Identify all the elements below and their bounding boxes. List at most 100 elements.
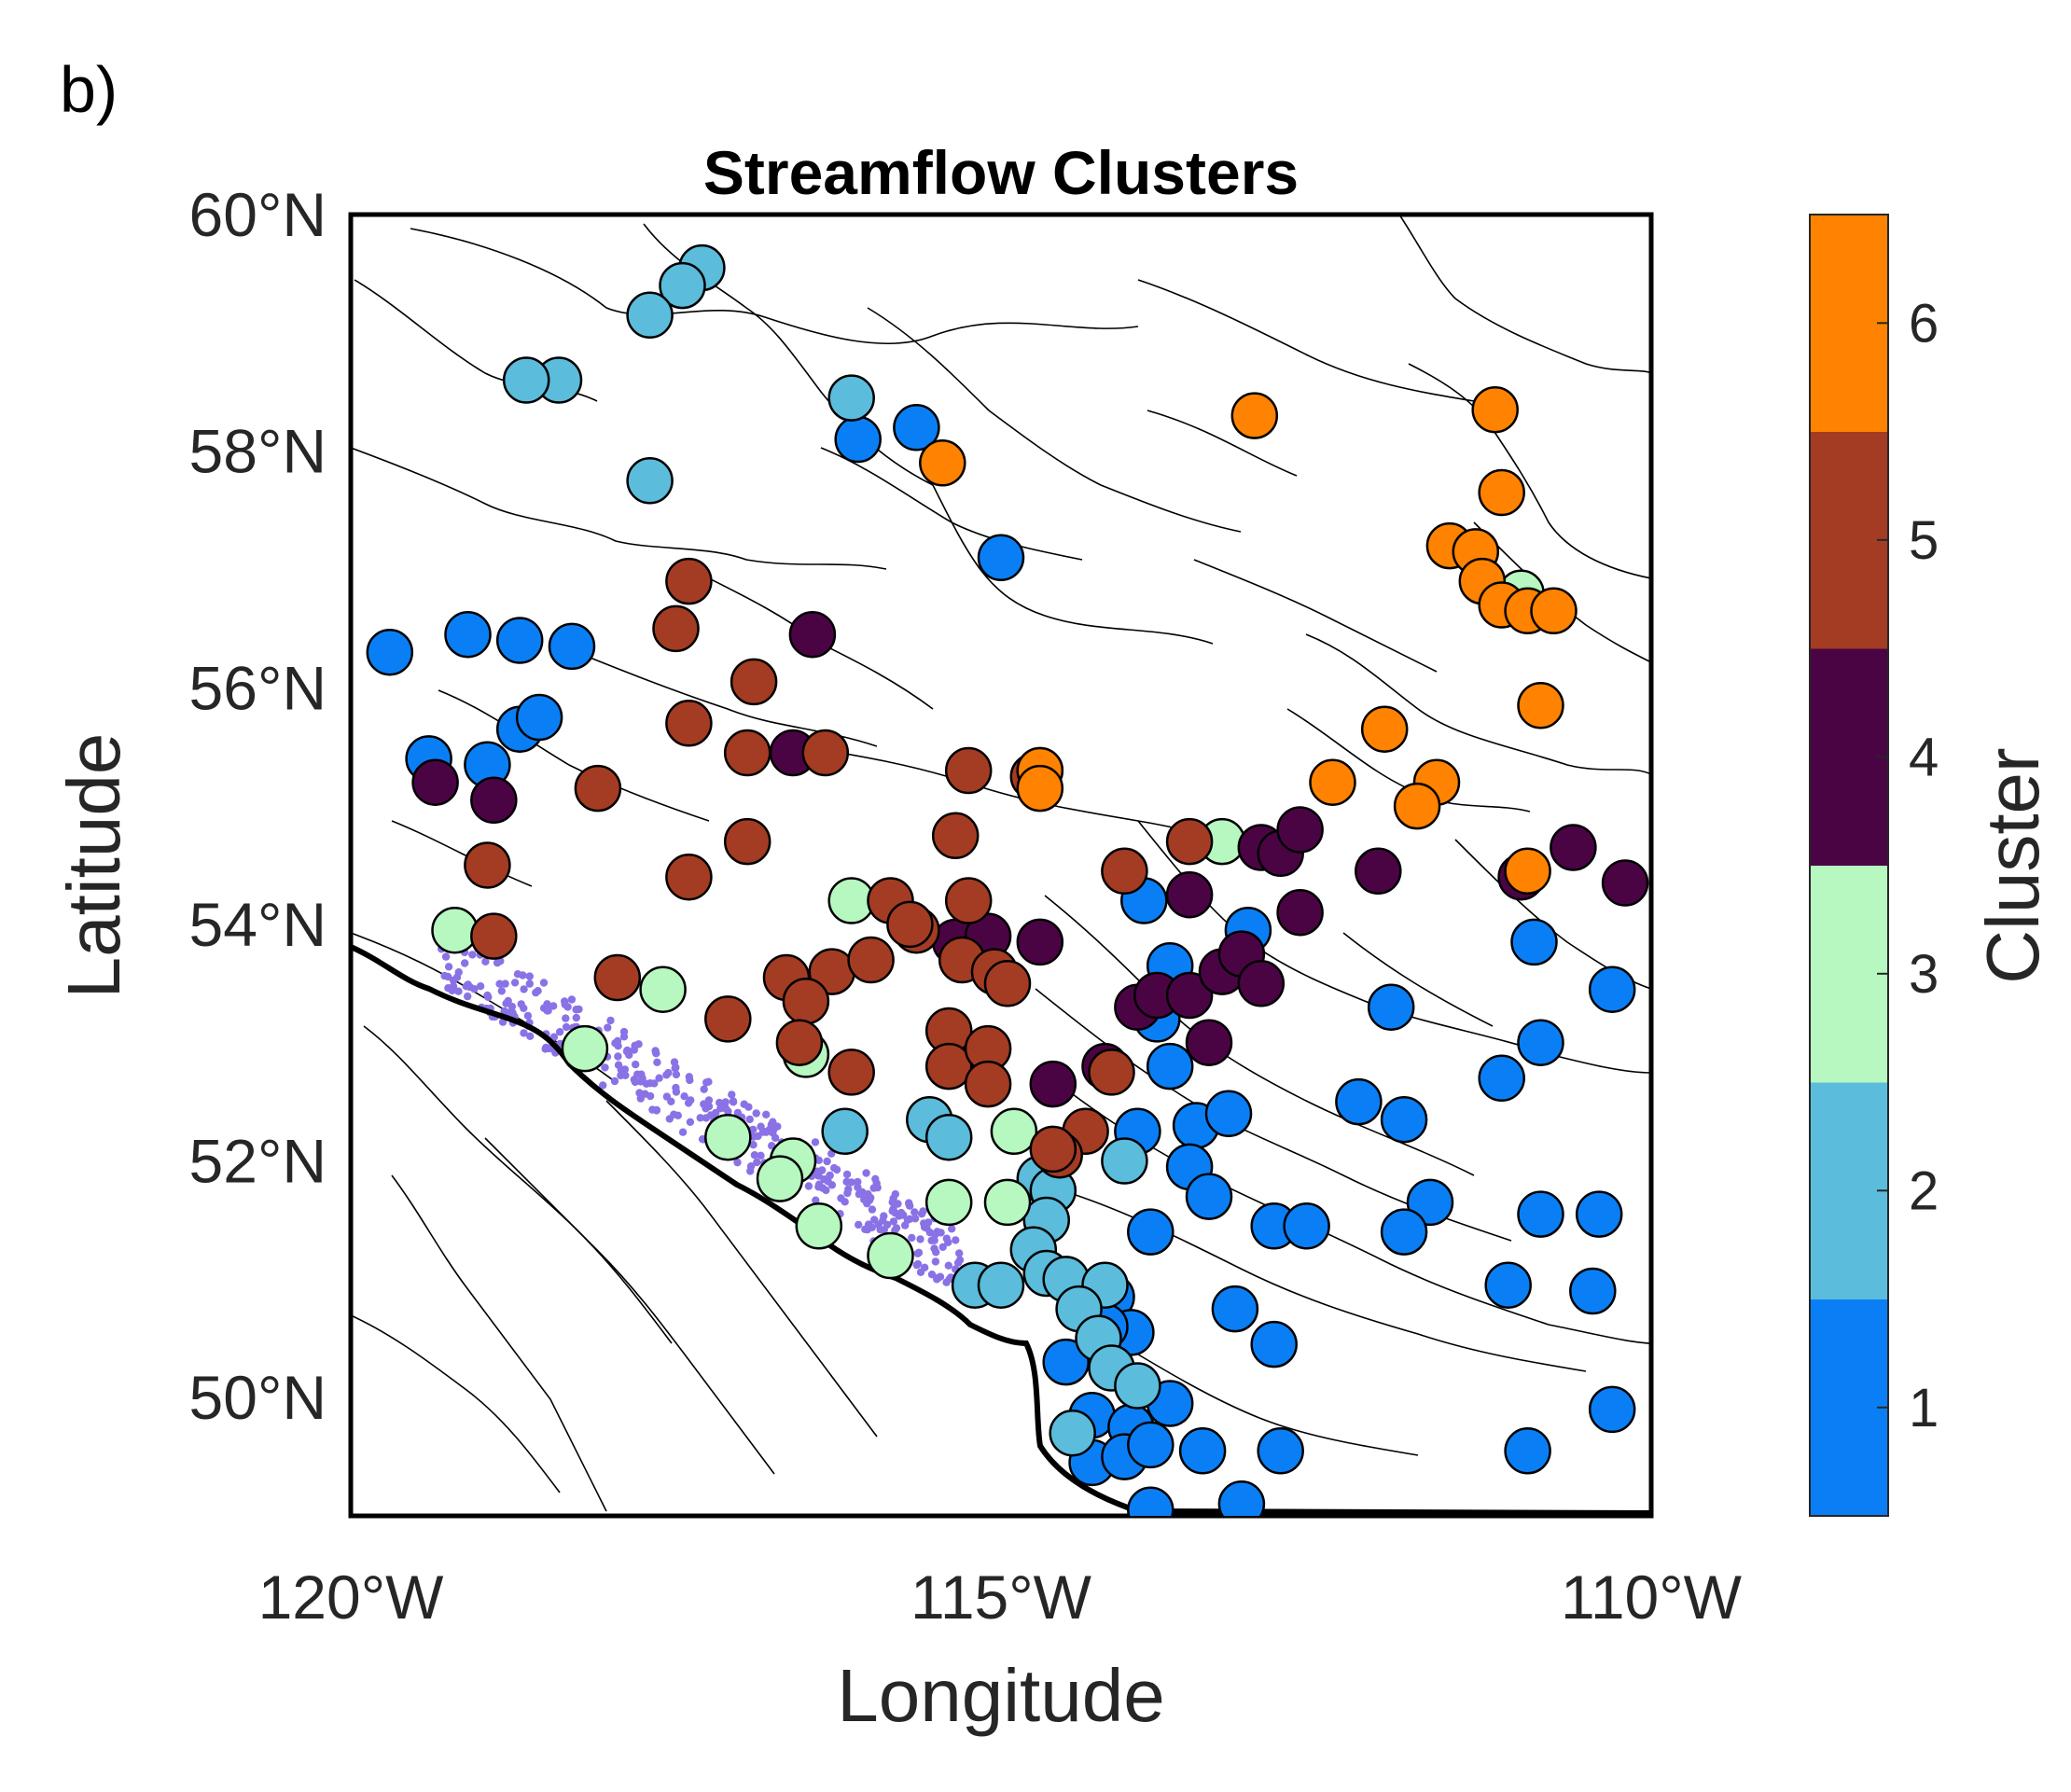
glacier-dot [704,1096,714,1104]
x-axis-label: Longitude [837,1654,1164,1737]
station-point-cluster-2 [821,1107,869,1156]
glacier-dot [575,1005,583,1014]
glacier-dot [818,1184,827,1192]
station-point-cluster-4 [1550,824,1597,871]
glacier-dot [525,979,534,988]
glacier-dot [917,1210,926,1218]
glacier-dot [468,951,477,959]
glacier-dot [820,1175,828,1184]
glacier-dot [562,1022,571,1032]
glacier-dot [572,1013,580,1022]
glacier-dot [716,1104,725,1113]
station-point-cluster-4 [1165,870,1214,919]
colorbar-swatch-2 [1810,1082,1888,1299]
map-area [351,215,1651,1516]
station-point-cluster-3 [867,1231,914,1280]
glacier-dot [543,1000,551,1008]
glacier-dot [955,1256,965,1264]
glacier-dot [510,979,520,987]
colorbar-swatch-4 [1810,648,1888,866]
glacier-dot [671,1064,679,1073]
station-point-cluster-5 [1088,1049,1135,1096]
station-point-cluster-2 [1101,1137,1148,1185]
glacier-dot [662,1092,672,1101]
glacier-dot [632,1060,640,1069]
glacier-dot [497,987,506,995]
station-point-cluster-6 [919,439,966,487]
colorbar-tick-label: 1 [1909,1378,1939,1438]
station-point-cluster-1 [977,534,1025,582]
glacier-dot [842,1170,852,1179]
station-point-cluster-1 [495,617,544,664]
glacier-dot [513,970,522,979]
glacier-dot [604,1023,612,1032]
station-point-cluster-2 [827,374,875,422]
glacier-dot [813,1167,822,1175]
station-point-cluster-5 [730,658,778,706]
colorbar-swatch-5 [1810,431,1888,649]
glacier-dot [630,1076,638,1084]
glacier-dot [481,957,490,966]
station-point-cluster-3 [639,965,687,1013]
glacier-dot [952,1236,960,1244]
glacier-dot [534,987,542,995]
glacier-dot [672,1083,680,1092]
glacier-dot [454,968,463,977]
glacier-dot [745,1115,754,1124]
station-point-cluster-6 [1393,782,1441,830]
glacier-dot [753,1158,761,1167]
glacier-dot [854,1183,862,1192]
glacier-dot [931,1257,940,1266]
glacier-dot [567,995,577,1004]
glacier-dot [680,1092,688,1101]
station-point-cluster-5 [827,1049,875,1096]
station-point-cluster-4 [411,758,459,806]
glacier-dot [634,1040,643,1049]
glacier-dot [733,1158,742,1167]
station-point-cluster-1 [1127,1421,1174,1469]
glacier-dot [826,1171,834,1180]
glacier-dot [729,1098,738,1106]
glacier-dot [601,1063,609,1072]
colorbar-tick-label: 5 [1909,510,1939,571]
station-point-cluster-1 [1517,1019,1564,1066]
station-point-cluster-4 [1237,960,1286,1007]
station-point-cluster-6 [1517,682,1564,729]
glacier-dot [441,952,451,961]
glacier-dot [954,1249,964,1257]
station-point-cluster-5 [801,729,850,777]
station-point-cluster-5 [924,1042,973,1090]
station-point-cluster-6 [1661,867,1706,911]
station-point-cluster-2 [502,356,550,404]
colorbar-frame [1809,214,1889,1517]
station-point-cluster-1 [366,628,414,676]
station-point-cluster-5 [665,853,713,901]
station-point-cluster-4 [788,610,837,659]
station-point-cluster-4 [1029,1060,1077,1108]
glacier-dot [927,1271,937,1279]
station-point-cluster-3 [704,1113,752,1161]
glacier-dot [476,982,485,991]
glacier-dot [617,1071,625,1080]
glacier-dot [930,1244,938,1253]
glacier-dot [855,1220,863,1229]
station-point-cluster-1 [1146,1042,1194,1090]
station-point-cluster-4 [1185,1019,1233,1066]
glacier-dot [500,1007,508,1016]
glacier-dot [749,1132,758,1141]
station-point-cluster-6 [1309,758,1356,806]
glacier-dot [495,979,504,988]
glacier-dot [563,1003,572,1011]
stations-layer [366,243,1706,1516]
colorbar-swatch-6 [1810,215,1888,432]
glacier-dot [944,1261,952,1270]
station-point-cluster-3 [431,906,479,954]
glacier-dot [728,1090,736,1099]
glacier-dot [906,1202,914,1210]
glacier-dot [651,1047,660,1055]
glacier-dot [614,1052,622,1061]
station-point-cluster-1 [1178,1427,1227,1475]
station-point-cluster-1 [1217,1480,1266,1516]
station-point-cluster-6 [1504,847,1551,896]
glacier-dot [678,1128,688,1136]
